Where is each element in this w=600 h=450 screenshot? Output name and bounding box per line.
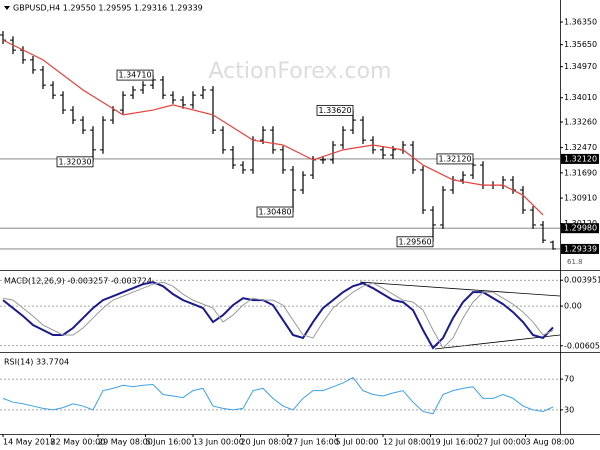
annotation-label: 1.32120 bbox=[438, 154, 471, 163]
title-icon bbox=[4, 6, 10, 10]
y-tick-label: 1.35650 bbox=[564, 40, 597, 49]
annotation-box bbox=[316, 104, 354, 116]
annotation-box bbox=[56, 156, 94, 168]
y-tick-label: 1.33260 bbox=[564, 118, 597, 127]
x-tick-label: 12 Jul 08:00 bbox=[383, 438, 431, 447]
annotation-label: 1.32030 bbox=[58, 157, 91, 166]
y-tick-label: 0.003951 bbox=[564, 276, 600, 285]
watermark: ActionForex.com bbox=[209, 59, 392, 84]
macd-title: MACD(12,26,9) -0.003257 -0.003724 bbox=[4, 277, 152, 286]
fib-label: 61.8 bbox=[567, 258, 583, 266]
indicator-line bbox=[2, 281, 554, 349]
y-tick-label: 1.36350 bbox=[564, 18, 597, 27]
annotation-label: 1.29560 bbox=[398, 237, 431, 246]
y-tick-label: 70 bbox=[564, 375, 574, 384]
y-tick-label: 1.34970 bbox=[564, 62, 597, 71]
annotation-label: 1.34710 bbox=[118, 71, 151, 80]
level-label: 1.32120 bbox=[564, 154, 597, 163]
annotation-box bbox=[396, 236, 434, 248]
y-tick-label: 30 bbox=[564, 405, 574, 414]
frame bbox=[0, 0, 600, 435]
x-tick-label: 14 May 2018 bbox=[3, 438, 55, 447]
x-tick-label: 27 Jun 16:00 bbox=[288, 438, 339, 447]
y-tick-label: 1.30910 bbox=[564, 194, 597, 203]
level-box bbox=[561, 153, 599, 164]
x-tick-label: 27 Jul 00:00 bbox=[478, 438, 526, 447]
x-tick-label: 20 Jun 08:00 bbox=[241, 438, 292, 447]
x-tick-label: 22 May 00:00 bbox=[51, 438, 106, 447]
rsi-title: RSI(14) 33.7704 bbox=[4, 358, 69, 367]
indicator-line bbox=[2, 281, 554, 350]
y-tick-label: 0.00 bbox=[564, 302, 582, 311]
level-box bbox=[561, 223, 599, 234]
moving-average bbox=[2, 39, 544, 216]
annotation-box bbox=[256, 206, 294, 218]
level-label: 1.29980 bbox=[564, 224, 597, 233]
level-box bbox=[561, 243, 599, 254]
x-tick-label: 13 Jun 00:00 bbox=[193, 438, 244, 447]
y-tick-label: 1.31690 bbox=[564, 168, 597, 177]
x-tick-label: 19 Jul 16:00 bbox=[431, 438, 479, 447]
x-tick-label: 3 Aug 08:00 bbox=[526, 438, 575, 447]
annotation-label: 1.30480 bbox=[258, 208, 291, 217]
x-tick-label: 5 Jun 16:00 bbox=[146, 438, 192, 447]
y-tick-label: -0.006055 bbox=[564, 341, 600, 350]
x-tick-label: 29 May 08:00 bbox=[98, 438, 153, 447]
annotation-label: 1.33620 bbox=[318, 106, 351, 115]
y-tick-label: 1.32470 bbox=[564, 143, 597, 152]
y-tick-label: 1.34010 bbox=[564, 93, 597, 102]
annotation-box bbox=[436, 153, 474, 165]
chart-title: GBPUSD,H4 1.29550 1.29595 1.29316 1.2933… bbox=[13, 4, 203, 13]
annotation-box bbox=[116, 69, 154, 81]
indicator-line bbox=[2, 376, 554, 415]
level-label: 1.29339 bbox=[564, 244, 597, 253]
x-tick-label: 5 Jul 00:00 bbox=[336, 438, 379, 447]
